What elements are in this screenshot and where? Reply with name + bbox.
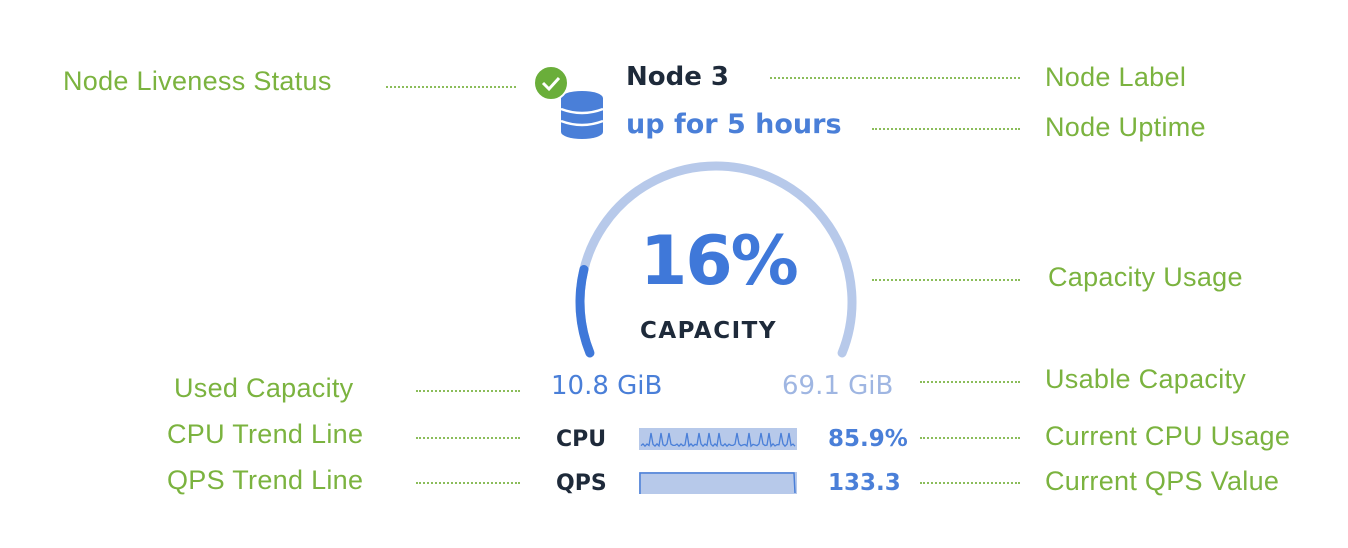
- qps-sparkline: [639, 472, 797, 494]
- node-uptime: up for 5 hours: [626, 109, 842, 140]
- capacity-label: CAPACITY: [640, 318, 778, 344]
- annotation-qps-trend: QPS Trend Line: [167, 465, 364, 495]
- gauge-fill: [575, 264, 595, 358]
- check-circle-icon: [533, 65, 569, 101]
- node-label: Node 3: [626, 62, 730, 92]
- annotation-cpu-current: Current CPU Usage: [1045, 421, 1291, 451]
- capacity-percent: 16%: [640, 222, 799, 301]
- capacity-gauge: [575, 161, 857, 358]
- leader-line: [386, 86, 516, 88]
- qps-label: QPS: [556, 471, 607, 496]
- leader-line: [920, 437, 1020, 439]
- used-capacity: 10.8 GiB: [551, 371, 663, 401]
- node-icon-group: [533, 65, 604, 139]
- annotation-label: Node Label: [1045, 62, 1187, 92]
- qps-trend-line: [639, 472, 796, 494]
- leader-line: [872, 279, 1020, 281]
- annotation-uptime: Node Uptime: [1045, 112, 1206, 142]
- leader-line: [770, 77, 1020, 79]
- annotation-liveness: Node Liveness Status: [63, 66, 332, 96]
- leader-line: [872, 128, 1020, 130]
- leader-line: [920, 381, 1020, 383]
- usable-capacity: 69.1 GiB: [782, 371, 894, 401]
- cpu-value: 85.9%: [828, 426, 908, 452]
- annotation-qps-current: Current QPS Value: [1045, 466, 1280, 496]
- leader-line: [416, 437, 520, 439]
- cpu-trend-line: [640, 432, 796, 448]
- annotation-cpu-trend: CPU Trend Line: [167, 419, 364, 449]
- annotation-usable: Usable Capacity: [1045, 364, 1247, 394]
- leader-line: [416, 482, 520, 484]
- qps-value: 133.3: [828, 470, 901, 496]
- cpu-sparkline: [639, 428, 797, 450]
- leader-line: [920, 482, 1020, 484]
- cpu-label: CPU: [556, 427, 607, 452]
- annotation-used: Used Capacity: [174, 373, 354, 403]
- qps-sparkline-bg: [639, 472, 797, 494]
- annotation-capacity: Capacity Usage: [1048, 262, 1243, 292]
- database-icon: [560, 91, 604, 139]
- leader-line: [416, 390, 520, 392]
